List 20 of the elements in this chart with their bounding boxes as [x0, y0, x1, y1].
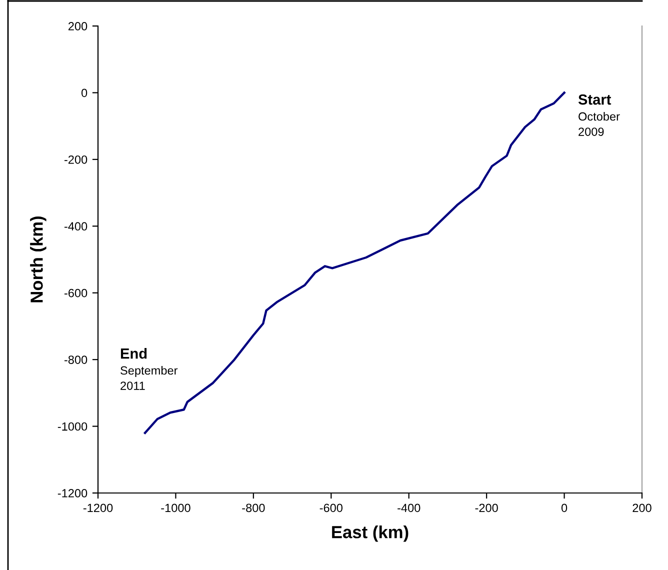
y-tick-label: -1000	[58, 422, 88, 431]
y-axis-title: North (km)	[30, 216, 46, 302]
annotation: Start October 2009	[578, 94, 620, 136]
y-tick-label: 0	[81, 88, 88, 98]
x-axis-title: East (km)	[332, 526, 408, 542]
x-tick-label: -400	[398, 504, 420, 512]
y-tick-label: -800	[64, 356, 88, 364]
y-tick-label: -400	[64, 222, 88, 231]
x-tick-label: -1000	[161, 504, 190, 512]
annotation: End September 2011	[120, 348, 178, 390]
y-tick-label: 200	[68, 22, 88, 30]
x-tick-label: 0	[561, 504, 568, 512]
y-tick-label: -200	[64, 155, 88, 164]
y-tick-label: -600	[64, 288, 88, 298]
x-tick-label: -600	[320, 504, 342, 512]
x-tick-label: -800	[242, 504, 265, 512]
x-tick-label: -1200	[83, 504, 113, 512]
y-tick-label: -1200	[58, 489, 88, 498]
x-tick-label: -200	[475, 504, 498, 512]
x-tick-label: 200	[632, 504, 652, 512]
